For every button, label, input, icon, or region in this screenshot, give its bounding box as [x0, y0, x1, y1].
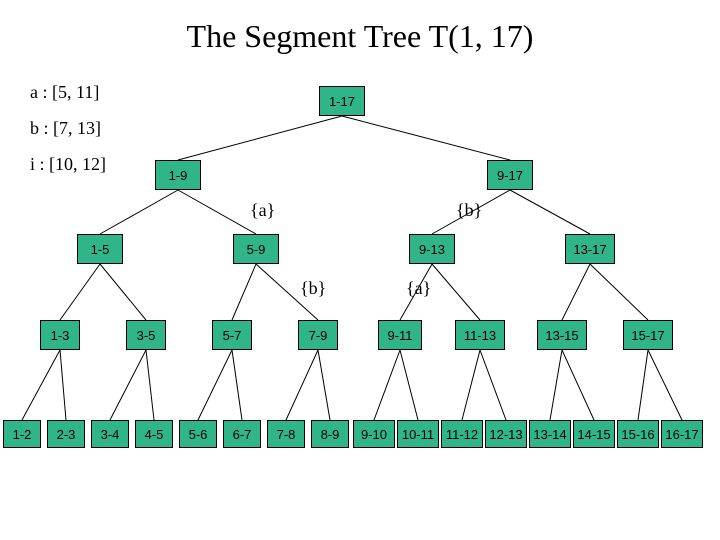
- node-l89: 8-9: [311, 420, 349, 448]
- node-n79: 7-9: [298, 320, 338, 350]
- node-l910: 9-10: [353, 420, 395, 448]
- node-n1517: 15-17: [623, 320, 673, 350]
- node-n917: 9-17: [487, 160, 533, 190]
- node-l1314: 13-14: [529, 420, 571, 448]
- node-l1415: 14-15: [573, 420, 615, 448]
- node-l45: 4-5: [135, 420, 173, 448]
- node-l1617: 16-17: [661, 420, 703, 448]
- node-n13: 1-3: [40, 320, 80, 350]
- node-n1315: 13-15: [537, 320, 587, 350]
- node-l78: 7-8: [267, 420, 305, 448]
- node-l1112: 11-12: [441, 420, 483, 448]
- set-label-1: {b}: [456, 200, 482, 221]
- node-n57: 5-7: [212, 320, 252, 350]
- node-l1516: 15-16: [617, 420, 659, 448]
- node-l1011: 10-11: [397, 420, 439, 448]
- input-interval-1: b : [7, 13]: [30, 118, 101, 139]
- node-n1113: 11-13: [455, 320, 505, 350]
- node-l56: 5-6: [179, 420, 217, 448]
- set-label-3: {a}: [406, 278, 431, 299]
- node-n15: 1-5: [77, 234, 123, 264]
- node-l23: 2-3: [47, 420, 85, 448]
- input-interval-0: a : [5, 11]: [30, 82, 99, 103]
- node-n913: 9-13: [409, 234, 455, 264]
- tree-edges: [0, 0, 720, 540]
- page-title: The Segment Tree T(1, 17): [0, 18, 720, 55]
- set-label-0: {a}: [250, 200, 275, 221]
- node-n911: 9-11: [378, 320, 422, 350]
- set-label-2: {b}: [300, 278, 326, 299]
- node-n19: 1-9: [155, 160, 201, 190]
- node-l34: 3-4: [91, 420, 129, 448]
- node-root: 1-17: [319, 86, 365, 116]
- input-interval-2: i : [10, 12]: [30, 154, 106, 175]
- node-n59: 5-9: [233, 234, 279, 264]
- node-l67: 6-7: [223, 420, 261, 448]
- node-n1317: 13-17: [565, 234, 615, 264]
- node-l1213: 12-13: [485, 420, 527, 448]
- node-l12: 1-2: [3, 420, 41, 448]
- node-n35: 3-5: [126, 320, 166, 350]
